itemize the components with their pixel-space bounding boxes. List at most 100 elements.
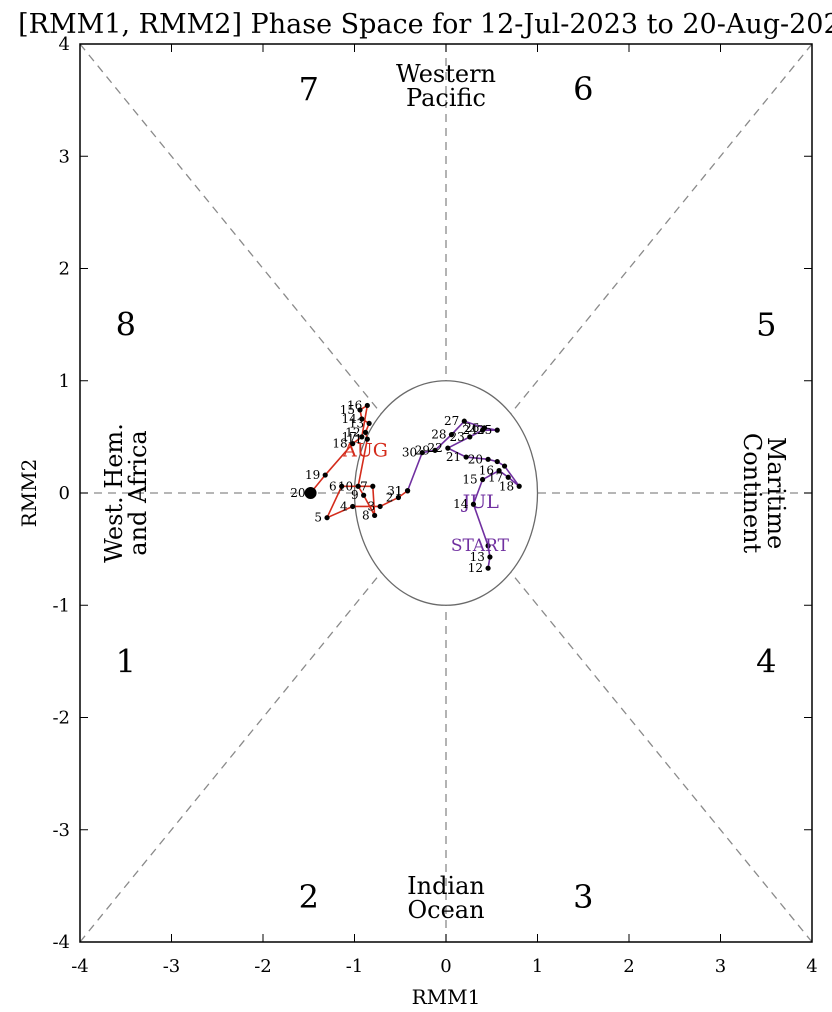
day-label: 26 (464, 421, 479, 435)
data-point (496, 467, 502, 474)
x-tick-label: -1 (346, 956, 364, 977)
x-tick-label: -3 (163, 956, 181, 977)
series-line-aug (309, 403, 409, 520)
amplitude-circle (353, 380, 539, 606)
day-label: 16 (479, 464, 494, 478)
data-point (395, 494, 402, 501)
day-label: 18 (499, 479, 514, 493)
series-layer: JUL1213141516171820212223242526272829303… (290, 398, 522, 575)
data-point (361, 492, 367, 498)
guide-line-3 (510, 571, 813, 943)
day-label: 10 (338, 479, 353, 493)
data-point (322, 472, 328, 478)
day-label: 31 (387, 484, 402, 498)
series-line-jul (406, 420, 520, 569)
guide-line-1 (510, 43, 813, 415)
day-label: 30 (402, 446, 417, 460)
day-label: 17 (488, 470, 503, 484)
data-point (370, 483, 376, 489)
data-point (357, 407, 363, 413)
data-point (501, 463, 508, 469)
y-tick-label: -1 (52, 595, 70, 616)
day-label: 28 (431, 428, 446, 442)
series-jul: JUL1213141516171820212223242526272829303… (387, 414, 522, 575)
day-label: 12 (468, 561, 483, 575)
data-point (350, 441, 356, 447)
day-label: 20 (290, 486, 305, 500)
data-point (467, 434, 473, 440)
y-tick-label: 3 (59, 146, 70, 167)
data-point (355, 483, 361, 489)
region-left-line: West. Hem. (100, 423, 128, 563)
data-point (448, 432, 455, 438)
data-point (485, 543, 491, 549)
data-point (432, 447, 438, 453)
data-point (494, 458, 500, 465)
phase-label-7: 7 (299, 70, 319, 108)
day-label: 12 (345, 425, 360, 439)
day-label: 14 (342, 412, 358, 426)
day-label: 24 (462, 423, 478, 437)
data-point (485, 565, 491, 571)
data-point (494, 427, 500, 433)
y-tick-label: 4 (59, 34, 70, 55)
region-left: West. Hem.and Africa (100, 423, 152, 563)
day-label: 15 (462, 473, 477, 487)
day-label: 19 (305, 468, 320, 482)
data-point (419, 449, 425, 456)
phase-label-1: 1 (116, 642, 136, 680)
data-point (362, 429, 369, 435)
data-point (372, 512, 378, 519)
y-tick-label: 0 (59, 483, 70, 504)
day-label: 6 (329, 479, 337, 493)
day-label: 3 (367, 499, 375, 513)
day-label: 21 (446, 450, 461, 464)
day-label: 1 (395, 484, 403, 498)
region-bottom-line: Ocean (407, 896, 484, 924)
data-point (463, 454, 469, 460)
data-point (516, 483, 522, 489)
day-label: 4 (340, 499, 348, 513)
x-tick-label: 2 (623, 956, 634, 977)
data-point (366, 420, 372, 427)
phase-label-6: 6 (573, 70, 593, 108)
chart-title: [RMM1, RMM2] Phase Space for 12-Jul-2023… (18, 9, 832, 40)
x-tick-label: 0 (440, 956, 451, 977)
y-tick-label: 2 (59, 259, 70, 280)
day-label: 13 (470, 550, 485, 564)
phase-guides (79, 43, 813, 943)
data-point (505, 474, 511, 480)
data-point (377, 503, 383, 510)
day-label: 2 (386, 490, 394, 504)
amplitude-circle-ring (353, 380, 539, 606)
y-tick-label: -4 (52, 932, 70, 953)
region-top-line: Western (396, 60, 496, 88)
data-point (359, 434, 365, 440)
phase-label-3: 3 (573, 878, 593, 916)
region-bottom-line: Indian (407, 872, 485, 900)
phase-label-4: 4 (756, 642, 776, 680)
data-point (364, 436, 370, 442)
day-label: 8 (362, 508, 370, 522)
data-point (470, 501, 477, 507)
day-label: 17 (342, 430, 357, 444)
data-point (461, 418, 467, 424)
day-label: 18 (332, 437, 347, 451)
data-point (324, 515, 330, 521)
x-tick-label: -4 (71, 956, 89, 977)
data-point (359, 416, 365, 422)
data-point (487, 554, 493, 560)
data-point (350, 503, 356, 510)
phase-label-2: 2 (299, 878, 319, 916)
y-tick-label: 1 (59, 371, 70, 392)
x-tick-label: 4 (806, 956, 817, 977)
data-point (445, 445, 451, 451)
phase-label-5: 5 (756, 306, 776, 344)
day-label: 7 (360, 479, 368, 493)
start-label: START (451, 536, 510, 556)
day-label: 15 (340, 403, 355, 417)
